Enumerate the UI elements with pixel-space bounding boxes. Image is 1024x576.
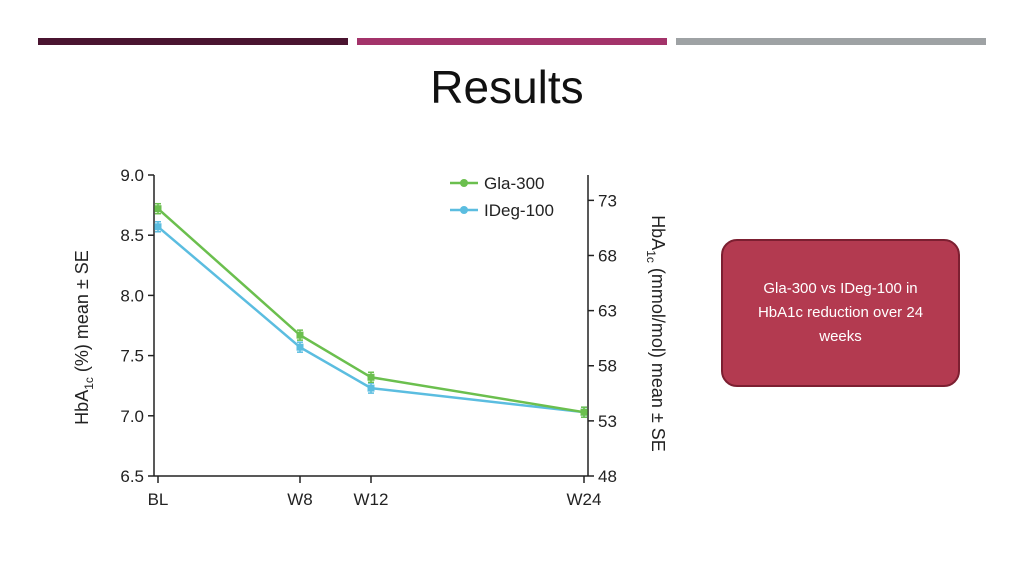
left-y-tick-label: 7.5: [120, 347, 144, 366]
data-point: [367, 384, 375, 392]
data-point: [580, 408, 588, 416]
data-point: [154, 205, 162, 213]
legend-marker: [460, 179, 468, 187]
data-point: [296, 331, 304, 339]
legend-label: IDeg-100: [484, 201, 554, 220]
callout-text: Gla-300 vs IDeg-100 in HbA1c reduction o…: [757, 280, 924, 345]
header-bar-gray: [676, 38, 986, 45]
right-y-tick-label: 48: [598, 467, 617, 486]
x-tick-label: W24: [567, 490, 602, 509]
left-y-tick-label: 8.5: [120, 226, 144, 245]
right-y-tick-label: 68: [598, 246, 617, 265]
header-bar-dark: [38, 38, 348, 45]
right-y-tick-label: 63: [598, 302, 617, 321]
right-y-axis-title: HbA1c (mmol/mol) mean ± SE: [644, 215, 668, 452]
legend-marker: [460, 206, 468, 214]
header-bar-magenta: [357, 38, 667, 45]
legend-label: Gla-300: [484, 174, 544, 193]
right-y-tick-label: 53: [598, 412, 617, 431]
series-line-gla-300: [157, 207, 585, 414]
left-y-tick-label: 9.0: [120, 166, 144, 185]
hba1c-line-chart: 9.0 8.5 8.0 7.5 7.0 6.5 73 68 63 58 53 48 BL W8 W12 W24…: [72, 166, 668, 509]
right-y-tick-label: 58: [598, 357, 617, 376]
data-point: [154, 223, 162, 231]
x-tick-label: BL: [148, 490, 169, 509]
right-y-tick-label: 73: [598, 191, 617, 210]
data-point: [296, 343, 304, 351]
series-line-ideg-100: [157, 225, 585, 414]
left-y-axis-title: HbA1c (%) mean ± SE: [72, 250, 96, 425]
left-y-tick-label: 6.5: [120, 467, 144, 486]
left-y-tick-label: 7.0: [120, 407, 144, 426]
x-tick-label: W8: [287, 490, 313, 509]
summary-callout: Gla-300 vs IDeg-100 in HbA1c reduction o…: [721, 239, 960, 387]
data-point: [367, 373, 375, 381]
x-tick-label: W12: [354, 490, 389, 509]
slide-title: Results: [430, 61, 584, 113]
left-y-tick-label: 8.0: [120, 286, 144, 305]
